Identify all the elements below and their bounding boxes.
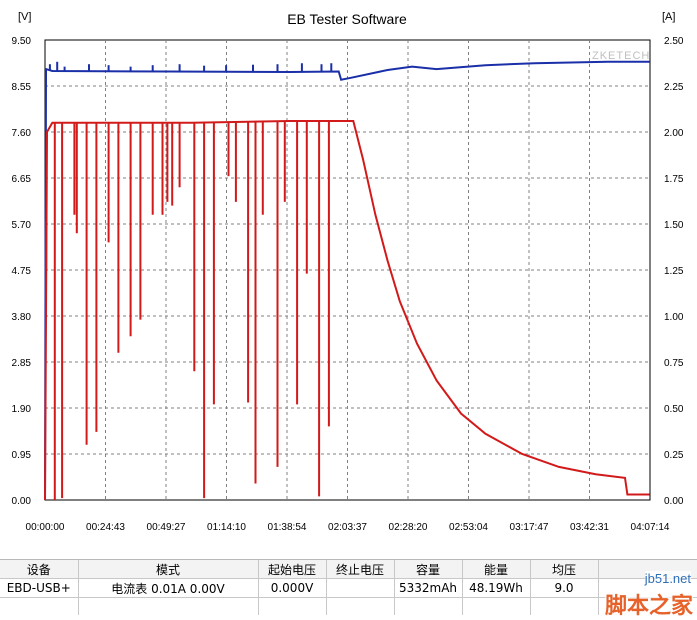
right-tick-label: 2.25 — [664, 82, 684, 93]
right-tick-label: 2.50 — [664, 36, 684, 47]
left-tick-label: 2.85 — [12, 358, 32, 369]
header-capacity: 容量 — [394, 560, 463, 579]
current-series-line — [44, 120, 650, 501]
x-tick-label: 01:14:10 — [207, 522, 246, 533]
left-tick-label: 8.55 — [12, 82, 32, 93]
header-start-voltage: 起始电压 — [258, 560, 327, 579]
chart: EB Tester Software [V] [A] 0.00 0.00 0.95 0… — [12, 11, 684, 533]
left-tick-label: 5.70 — [12, 220, 32, 231]
right-axis-unit: [A] — [662, 11, 675, 23]
table-header-row: 设备 模式 起始电压 终止电压 容量 能量 均压 — [0, 560, 697, 579]
table-empty-row — [0, 597, 697, 615]
header-device: 设备 — [0, 560, 79, 579]
x-tick-label: 02:03:37 — [328, 522, 367, 533]
chart-title: EB Tester Software — [287, 11, 407, 27]
left-tick-label: 9.50 — [12, 36, 32, 47]
cell-avg-voltage: 9.0 — [530, 578, 599, 598]
table-row[interactable]: EBD-USB+ 电流表 0.01A 0.00V 0.000V 5332mAh … — [0, 578, 697, 598]
cell-end-voltage — [326, 578, 395, 598]
cell-energy: 48.19Wh — [462, 578, 531, 598]
cell-mode: 电流表 0.01A 0.00V — [78, 578, 259, 598]
left-tick-label: 3.80 — [12, 312, 32, 323]
right-tick-label: 1.75 — [664, 174, 684, 185]
header-end-voltage: 终止电压 — [326, 560, 395, 579]
header-mode: 模式 — [78, 560, 259, 579]
left-axis-unit: [V] — [18, 11, 31, 23]
left-tick-label: 0.00 — [12, 496, 32, 507]
cell-start-voltage: 0.000V — [258, 578, 327, 598]
x-tick-label: 04:07:14 — [631, 522, 670, 533]
header-energy: 能量 — [462, 560, 531, 579]
right-tick-label: 1.25 — [664, 266, 684, 277]
x-tick-label: 02:28:20 — [389, 522, 428, 533]
chart-watermark: ZKETECH — [592, 50, 650, 62]
cell-capacity: 5332mAh — [394, 578, 463, 598]
right-tick-label: 0.00 — [664, 496, 684, 507]
right-tick-label: 0.25 — [664, 450, 684, 461]
stats-table: 设备 模式 起始电压 终止电压 容量 能量 均压 EBD-USB+ 电流表 0.… — [0, 559, 697, 615]
cell-device: EBD-USB+ — [0, 578, 79, 598]
right-tick-label: 2.00 — [664, 128, 684, 139]
x-tick-label: 00:24:43 — [86, 522, 125, 533]
right-tick-label: 0.50 — [664, 404, 684, 415]
site-watermark-cn: 脚本之家 — [604, 588, 693, 620]
header-avg-voltage: 均压 — [530, 560, 599, 579]
x-tick-label: 01:38:54 — [268, 522, 307, 533]
left-tick-label: 6.65 — [12, 174, 32, 185]
voltage-series-line — [44, 60, 650, 501]
left-tick-label: 7.60 — [12, 128, 32, 139]
right-tick-label: 0.75 — [664, 358, 684, 369]
right-tick-label: 1.50 — [664, 220, 684, 231]
x-tick-label: 00:49:27 — [147, 522, 186, 533]
right-tick-label: 1.00 — [664, 312, 684, 323]
left-tick-label: 4.75 — [12, 266, 32, 277]
site-watermark: jb51.net — [644, 571, 691, 586]
left-tick-label: 0.95 — [12, 450, 32, 461]
x-tick-label: 02:53:04 — [449, 522, 488, 533]
x-tick-label: 03:17:47 — [510, 522, 549, 533]
x-tick-label: 03:42:31 — [570, 522, 609, 533]
left-tick-label: 1.90 — [12, 404, 32, 415]
x-tick-label: 00:00:00 — [26, 522, 65, 533]
